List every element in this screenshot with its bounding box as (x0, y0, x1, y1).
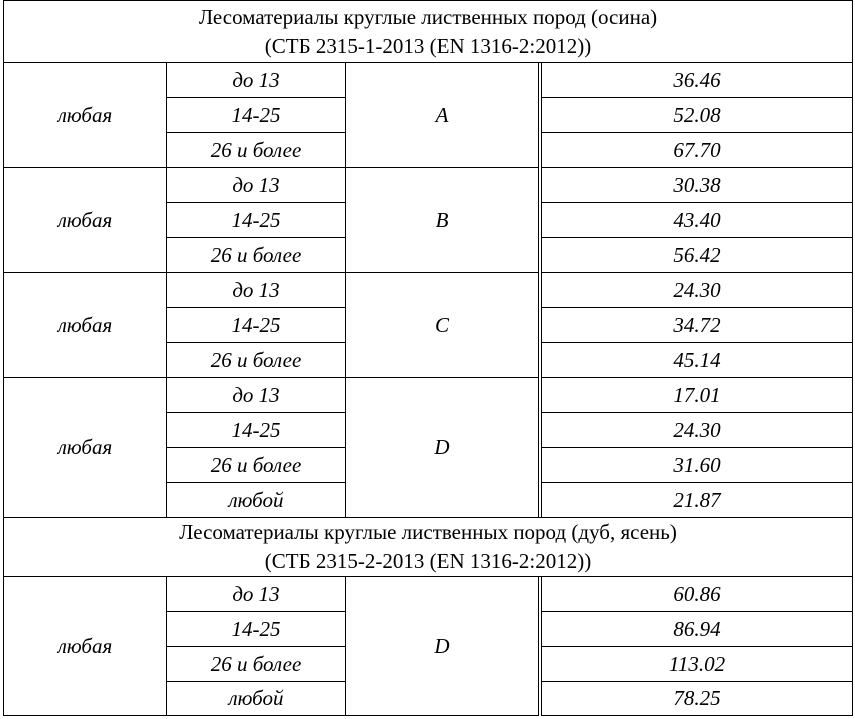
grade-cell: B (345, 167, 539, 273)
diameter-cell: до 13 (166, 167, 346, 203)
price-cell: 56.42 (541, 237, 853, 273)
price-cell: 24.30 (541, 272, 853, 308)
diameter-cell: до 13 (166, 272, 346, 308)
price-cell: 36.46 (541, 62, 853, 98)
price-cell: 67.70 (541, 132, 853, 168)
table-row: 26 и более 45.14 (4, 342, 853, 378)
section-title-line1: Лесоматериалы круглые лиственных пород (… (198, 4, 658, 29)
diameter-cell: 26 и более (166, 447, 346, 483)
price-cell: 60.86 (541, 576, 853, 612)
section-header-row: Лесоматериалы круглые лиственных пород (… (3, 0, 853, 63)
species-cell: любая (3, 377, 167, 518)
diameter-cell: до 13 (166, 377, 346, 413)
grade-cell: A (345, 62, 539, 168)
diameter-cell: 26 и более (166, 342, 346, 378)
table-row: 14-25 86.94 (4, 611, 853, 647)
species-cell: любая (3, 62, 167, 168)
species-cell: любая (3, 272, 167, 378)
price-cell: 52.08 (541, 97, 853, 133)
diameter-cell: 14-25 (166, 307, 346, 343)
price-cell: 86.94 (541, 611, 853, 647)
table-row: любая до 13 D 17.01 (3, 377, 853, 518)
table-row: 14-25 52.08 (4, 97, 853, 133)
table-row: любая до 13 A 36.46 (3, 62, 853, 168)
diameter-cell: любой (166, 482, 346, 518)
diameter-cell: 14-25 (166, 611, 346, 647)
price-cell: 17.01 (541, 377, 853, 413)
table-row: любая до 13 D 60.86 (3, 576, 853, 716)
grade-cell: D (345, 377, 539, 518)
grade-cell: D (345, 576, 539, 716)
section-title: Лесоматериалы круглые лиственных пород (… (3, 0, 853, 63)
table-body: Лесоматериалы круглые лиственных пород (… (3, 0, 853, 716)
diameter-cell: 26 и более (166, 646, 346, 682)
species-cell: любая (3, 167, 167, 273)
section-title: Лесоматериалы круглые лиственных пород (… (3, 517, 853, 577)
diameter-cell: любой (166, 681, 346, 716)
table-row: любая до 13 B 30.38 (3, 167, 853, 273)
table-row: 14-25 34.72 (4, 307, 853, 343)
section-title-line1: Лесоматериалы круглые лиственных пород (… (179, 520, 677, 544)
diameter-cell: 14-25 (166, 97, 346, 133)
diameter-cell: 26 и более (166, 132, 346, 168)
table-row: 26 и более 113.02 (4, 646, 853, 682)
price-cell: 113.02 (541, 646, 853, 682)
diameter-cell: до 13 (166, 62, 346, 98)
price-cell: 45.14 (541, 342, 853, 378)
section-title-line2: (СТБ 2315-2-2013 (EN 1316-2:2012)) (264, 549, 592, 573)
table-row: любая до 13 C 24.30 (3, 272, 853, 378)
price-cell: 30.38 (541, 167, 853, 203)
species-cell: любая (3, 576, 167, 716)
price-table: Лесоматериалы круглые лиственных пород (… (3, 0, 853, 716)
price-cell: 24.30 (541, 412, 853, 448)
table-row: 14-25 43.40 (4, 202, 853, 238)
diameter-cell: до 13 (166, 576, 346, 612)
section-title-line2: (СТБ 2315-1-2013 (EN 1316-2:2012)) (264, 33, 592, 58)
table-row: любой 78.25 (4, 681, 853, 716)
diameter-cell: 26 и более (166, 237, 346, 273)
price-cell: 34.72 (541, 307, 853, 343)
price-cell: 31.60 (541, 447, 853, 483)
price-cell: 43.40 (541, 202, 853, 238)
grade-cell: C (345, 272, 539, 378)
price-cell: 78.25 (541, 681, 853, 716)
section-header-row: Лесоматериалы круглые лиственных пород (… (3, 517, 853, 577)
table-row: любой 21.87 (4, 482, 853, 518)
diameter-cell: 14-25 (166, 202, 346, 238)
diameter-cell: 14-25 (166, 412, 346, 448)
price-cell: 21.87 (541, 482, 853, 518)
